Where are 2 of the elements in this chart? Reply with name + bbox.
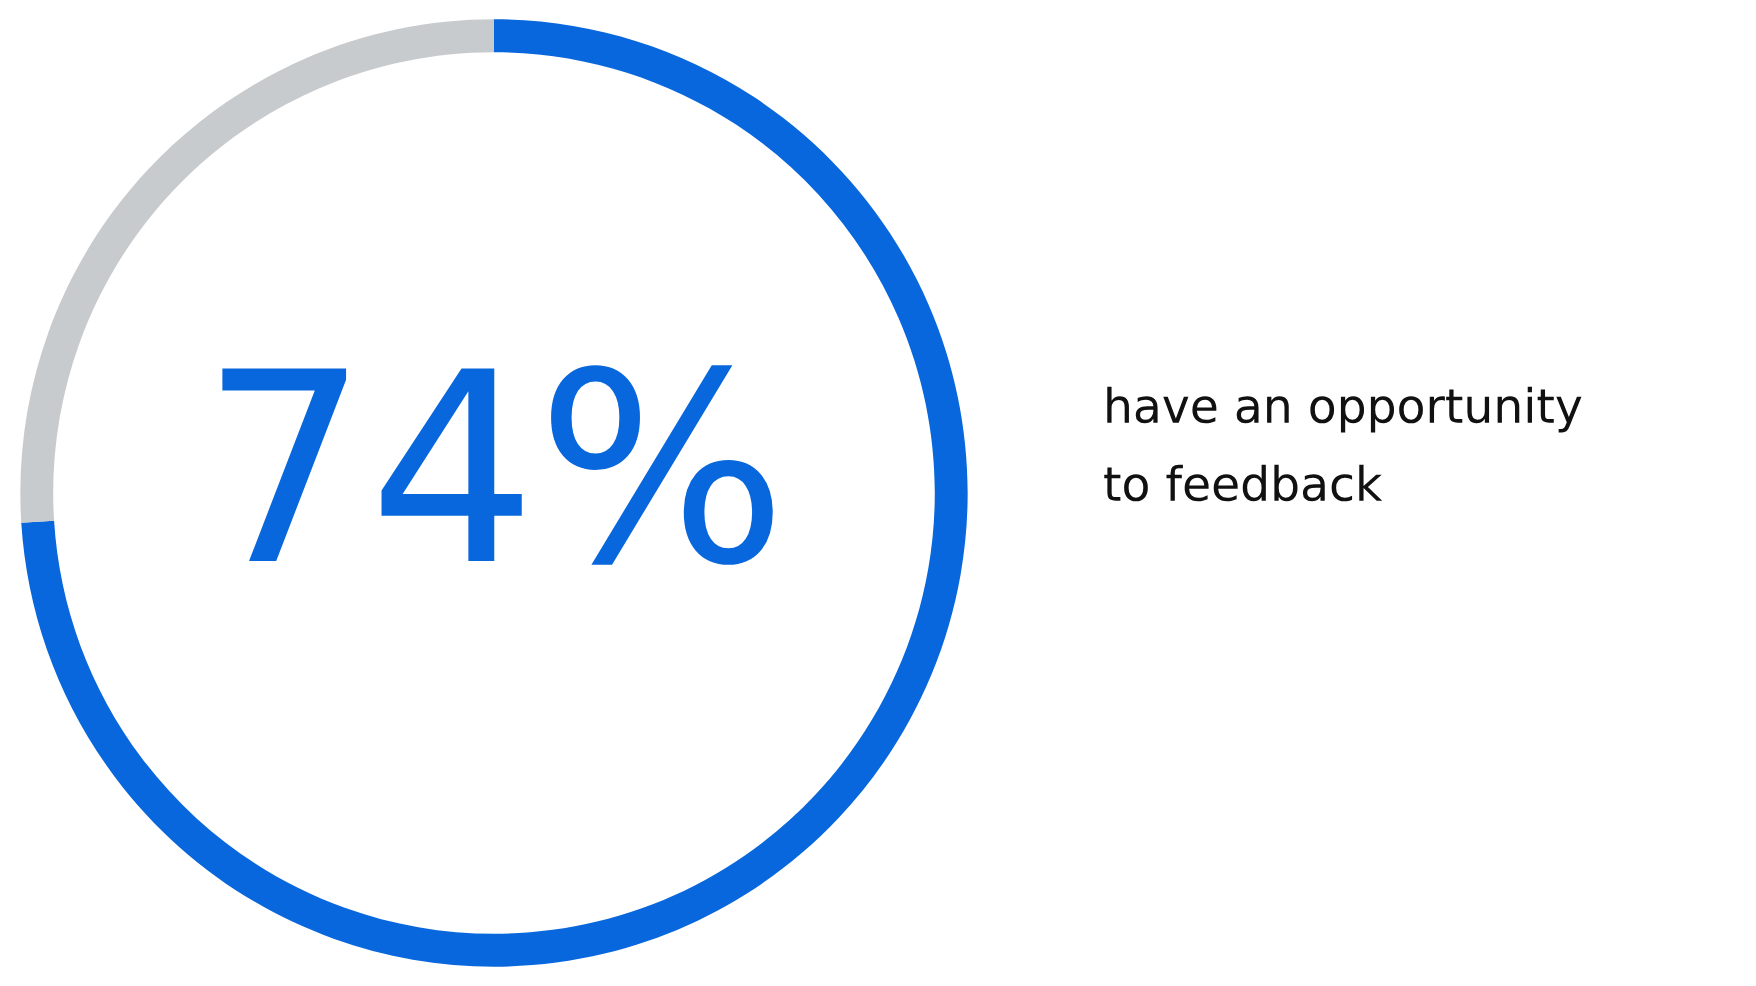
text: have an opportunity to feedback [1104,386,1582,502]
data-label: 74% [222,365,773,565]
